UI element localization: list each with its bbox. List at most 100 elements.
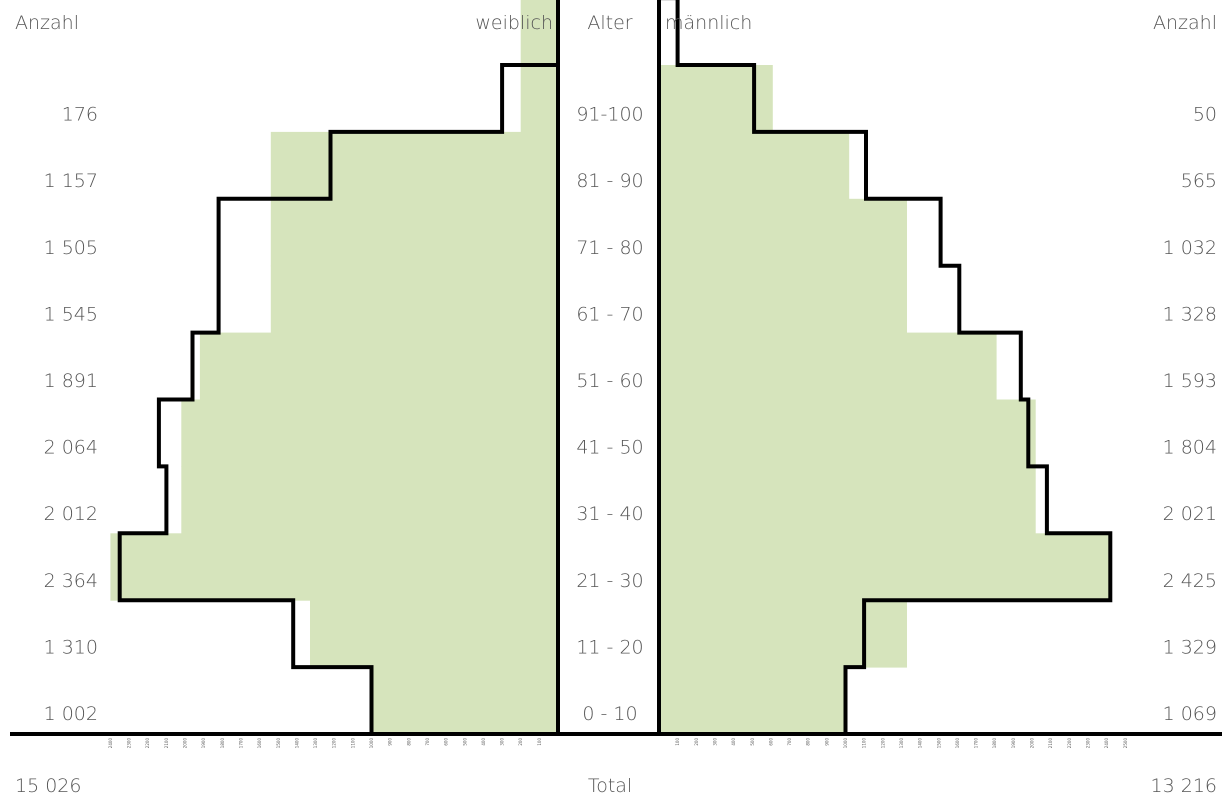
female-tick-label: 700 xyxy=(425,738,430,746)
female-fill-bar-10 xyxy=(520,0,558,66)
male-tick-label: 800 xyxy=(806,738,811,746)
female-tick-label: 1300 xyxy=(313,738,318,749)
female-tick-label: 2400 xyxy=(108,738,113,749)
female-tick-label: 1200 xyxy=(332,738,337,749)
female-tick-label: 2000 xyxy=(183,738,188,749)
female-count-label: 1 310 xyxy=(44,636,98,658)
age-header: Alter xyxy=(587,12,632,34)
female-tick-label: 2100 xyxy=(164,738,169,749)
female-fill-bar-0 xyxy=(371,667,558,735)
male-fill-bar-3 xyxy=(659,466,1036,534)
female-fill-bar-6 xyxy=(270,265,558,334)
outline-layer xyxy=(117,0,1113,736)
age-group-label: 61 - 70 xyxy=(576,303,643,325)
male-fill-bar-4 xyxy=(659,399,1036,467)
female-count-label: 1 545 xyxy=(44,303,98,325)
male-tick-label: 1100 xyxy=(862,738,867,749)
female-fill-bar-3 xyxy=(181,466,559,534)
female-tick-label: 500 xyxy=(462,738,467,746)
female-tick-label: 1000 xyxy=(369,738,374,749)
male-fill-bar-0 xyxy=(659,667,846,735)
male-tick-label: 500 xyxy=(750,738,755,746)
male-count-label: 1 328 xyxy=(1163,303,1217,325)
female-count-label: 1 157 xyxy=(44,170,98,192)
male-fill-bar-1 xyxy=(659,600,907,668)
female-tick-label: 1400 xyxy=(294,738,299,749)
male-count-label: 50 xyxy=(1193,104,1217,126)
female-tick-label: 200 xyxy=(518,738,523,746)
male-header: männlich xyxy=(665,12,752,34)
female-count-label: 176 xyxy=(62,104,98,126)
male-tick-label: 200 xyxy=(694,738,699,746)
left-count-header: Anzahl xyxy=(15,12,79,34)
female-total: 15 026 xyxy=(15,775,81,796)
female-tick-label: 1800 xyxy=(220,738,225,749)
male-count-label: 1 032 xyxy=(1163,237,1217,259)
male-total: 13 216 xyxy=(1151,775,1217,796)
age-group-label: 71 - 80 xyxy=(576,237,643,259)
female-tick-label: 1700 xyxy=(238,738,243,749)
male-tick-label: 1900 xyxy=(1011,738,1016,749)
male-count-label: 1 804 xyxy=(1163,437,1217,459)
female-count-label: 1 891 xyxy=(44,370,98,392)
female-fill-bar-1 xyxy=(310,600,558,668)
age-group-label: 21 - 30 xyxy=(576,570,643,592)
male-tick-label: 1200 xyxy=(880,738,885,749)
age-group-label: 51 - 60 xyxy=(576,370,643,392)
male-tick-label: 2400 xyxy=(1104,738,1109,749)
female-fill-bar-5 xyxy=(199,332,558,400)
male-tick-label: 400 xyxy=(731,738,736,746)
male-tick-label: 600 xyxy=(768,738,773,746)
male-tick-label: 900 xyxy=(824,738,829,746)
female-count-label: 2 012 xyxy=(44,503,98,525)
male-tick-label: 2300 xyxy=(1086,738,1091,749)
female-count-label: 2 064 xyxy=(44,437,98,459)
male-tick-label: 100 xyxy=(675,738,680,746)
female-tick-label: 2200 xyxy=(145,738,150,749)
age-group-label: 31 - 40 xyxy=(576,503,643,525)
male-tick-label: 700 xyxy=(787,738,792,746)
male-tick-label: 1800 xyxy=(992,738,997,749)
female-tick-label: 1100 xyxy=(350,738,355,749)
male-count-label: 1 069 xyxy=(1163,703,1217,725)
female-tick-label: 800 xyxy=(406,738,411,746)
female-count-label: 1 505 xyxy=(44,237,98,259)
male-tick-label: 1000 xyxy=(843,738,848,749)
female-tick-label: 900 xyxy=(388,738,393,746)
female-tick-label: 100 xyxy=(537,738,542,746)
male-count-label: 2 021 xyxy=(1163,503,1217,525)
female-outline-line xyxy=(117,0,560,736)
female-fill-bar-9 xyxy=(520,65,558,133)
male-tick-label: 1400 xyxy=(918,738,923,749)
male-tick-label: 1700 xyxy=(974,738,979,749)
female-fill-bar-7 xyxy=(270,198,558,267)
male-fill-bar-7 xyxy=(659,198,907,267)
male-count-label: 1 593 xyxy=(1163,370,1217,392)
male-tick-label: 2000 xyxy=(1030,738,1035,749)
age-group-label: 41 - 50 xyxy=(576,437,643,459)
female-tick-label: 1600 xyxy=(257,738,262,749)
tick-labels: 2400 2300 2200 2100 2000 1900 1800 1700 1600 1500… xyxy=(108,738,1128,749)
row-labels: 1 002 0 - 10 1 069 1 310 11 - 20 1 329 2 364 21… xyxy=(44,104,1217,725)
female-tick-label: 1900 xyxy=(201,738,206,749)
female-count-label: 1 002 xyxy=(44,703,98,725)
male-fill-bar-6 xyxy=(659,265,907,334)
male-tick-label: 1300 xyxy=(899,738,904,749)
male-fill-bar-5 xyxy=(659,332,997,400)
male-outline-line xyxy=(657,0,1113,736)
age-group-label: 91-100 xyxy=(576,104,643,126)
male-tick-label: 1600 xyxy=(955,738,960,749)
female-tick-label: 300 xyxy=(500,738,505,746)
male-tick-label: 2100 xyxy=(1048,738,1053,749)
female-fill-bar-2 xyxy=(110,533,559,601)
male-count-label: 1 329 xyxy=(1163,636,1217,658)
age-group-label: 11 - 20 xyxy=(576,636,643,658)
male-tick-label: 1500 xyxy=(936,738,941,749)
right-count-header: Anzahl xyxy=(1153,12,1217,34)
female-tick-label: 400 xyxy=(481,738,486,746)
female-fill-bar-4 xyxy=(181,399,559,467)
male-fill-bar-2 xyxy=(659,533,1111,601)
male-count-label: 2 425 xyxy=(1163,570,1217,592)
female-count-label: 2 364 xyxy=(44,570,98,592)
